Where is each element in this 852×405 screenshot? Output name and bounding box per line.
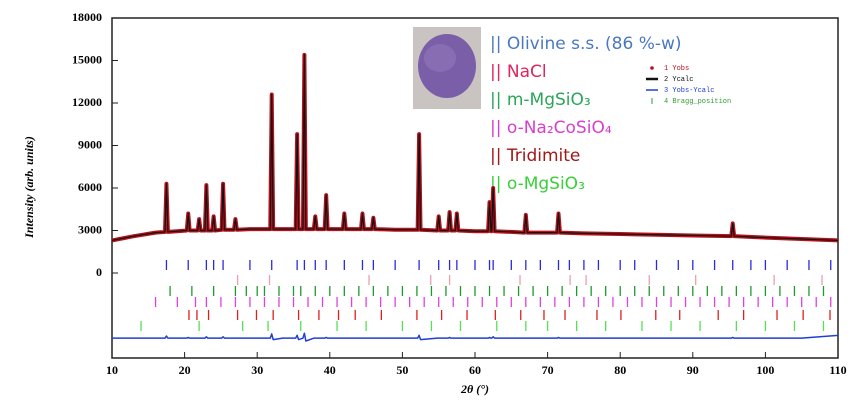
chart: Intensity (arb. units) 2θ (°) 0 3000 6000 9… [0, 0, 852, 400]
x-tick-label: 80 [614, 363, 626, 377]
y-tick-label: 15000 [72, 52, 102, 66]
y-tick-label: 6000 [78, 180, 102, 194]
legend-label: 2 Ycalc [664, 76, 693, 84]
legend-marker [650, 66, 654, 70]
phase-label: || Olivine s.s. (86 %-w) [490, 34, 682, 54]
legend-label: 1 Yobs [664, 65, 689, 73]
x-tick-label: 100 [756, 363, 774, 377]
series-line [112, 333, 838, 341]
y-tick-label: 3000 [78, 222, 102, 236]
x-tick-label: 60 [469, 363, 481, 377]
phase-label: || o-MgSiO₃ [490, 174, 585, 194]
y-tick-label: 0 [96, 265, 102, 279]
x-tick-label: 20 [179, 363, 191, 377]
y-tick-label: 9000 [78, 137, 102, 151]
y-axis-label: Intensity (arb. units) [22, 136, 36, 239]
y-tick-label: 18000 [72, 10, 102, 24]
sample-photo [413, 27, 481, 109]
y-tick-label: 12000 [72, 95, 102, 109]
phase-label: || m-MgSiO₃ [490, 90, 591, 110]
x-tick-label: 40 [324, 363, 336, 377]
x-axis-label: 2θ (°) [460, 382, 489, 396]
x-tick-label: 50 [396, 363, 408, 377]
x-tick-label: 10 [106, 363, 118, 377]
phase-label: || o-Na₂CoSiO₄ [490, 118, 612, 138]
x-tick-label: 90 [687, 363, 699, 377]
phase-label: || Tridimite [490, 146, 580, 166]
legend-label: 3 Yobs-Ycalc [664, 87, 714, 95]
legend-label: 4 Bragg_position [664, 98, 731, 106]
x-tick-label: 30 [251, 363, 263, 377]
x-tick-label: 70 [542, 363, 554, 377]
x-tick-label: 110 [829, 363, 846, 377]
phase-label: || NaCl [490, 62, 547, 82]
